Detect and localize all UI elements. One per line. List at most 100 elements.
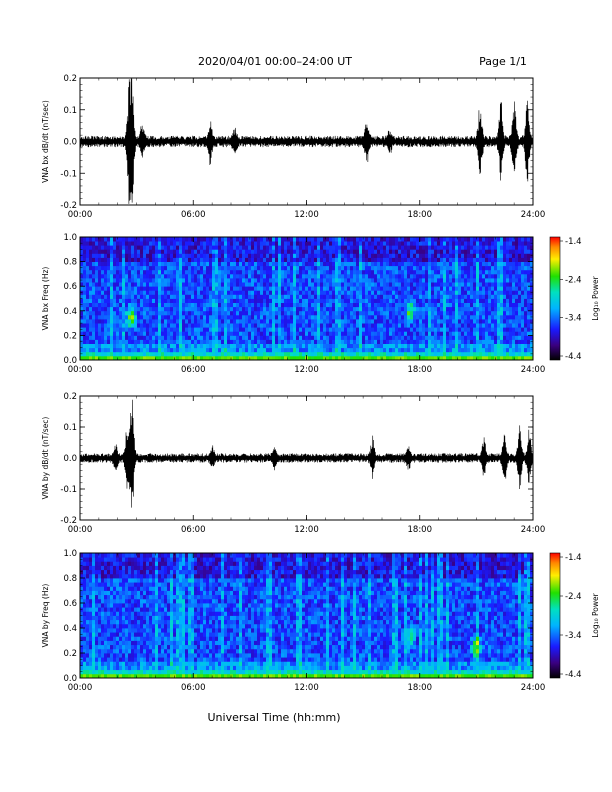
spectrogram-cell bbox=[128, 302, 132, 308]
spectrogram-cell bbox=[503, 319, 507, 324]
spectrogram-cell bbox=[203, 298, 207, 303]
spectrogram-cell bbox=[434, 261, 438, 267]
spectrogram-cell bbox=[440, 331, 444, 336]
spectrogram-cell bbox=[383, 347, 387, 353]
spectrogram-cell bbox=[110, 327, 114, 332]
spectrogram-cell bbox=[86, 286, 90, 291]
spectrogram-cell bbox=[440, 261, 444, 267]
spectrogram-cell bbox=[89, 294, 93, 299]
spectrogram-cell bbox=[182, 339, 186, 344]
spectrogram-cell bbox=[317, 319, 321, 324]
spectrogram-cell bbox=[527, 269, 531, 275]
spectrogram-cell bbox=[92, 282, 96, 287]
spectrogram-cell bbox=[128, 331, 132, 336]
spectrogram-cell bbox=[485, 298, 489, 303]
spectrogram-cell bbox=[254, 323, 258, 328]
spectrogram-cell bbox=[401, 339, 405, 344]
spectrogram-cell bbox=[395, 286, 399, 291]
spectrogram-cell bbox=[320, 257, 324, 262]
spectrogram-cell bbox=[374, 282, 378, 287]
spectrogram-cell bbox=[230, 327, 234, 332]
spectrogram-cell bbox=[380, 245, 384, 250]
spectrogram-cell bbox=[332, 306, 336, 312]
x-tick-label: 12:00 bbox=[294, 525, 319, 535]
spectrogram-cell bbox=[320, 237, 324, 242]
spectrogram-cell bbox=[413, 339, 417, 344]
spectrogram-cell bbox=[488, 286, 492, 291]
spectrogram-cell bbox=[329, 269, 333, 275]
spectrogram-cell bbox=[404, 319, 408, 324]
spectrogram-cell bbox=[140, 343, 144, 349]
spectrogram-cell bbox=[482, 269, 486, 275]
spectrogram-cell bbox=[215, 261, 219, 267]
spectrogram-cell bbox=[215, 265, 219, 271]
spectrogram-cell bbox=[269, 339, 273, 344]
spectrogram-cell bbox=[494, 319, 498, 324]
spectrogram-cell bbox=[227, 335, 231, 340]
spectrogram-cell bbox=[437, 261, 441, 267]
spectrogram-cell bbox=[440, 265, 444, 271]
spectrogram-cell bbox=[269, 282, 273, 287]
spectrogram-cell bbox=[125, 319, 129, 324]
spectrogram-cell bbox=[515, 282, 519, 287]
spectrogram-cell bbox=[107, 282, 111, 287]
spectrogram-cell bbox=[359, 323, 363, 328]
spectrogram-cell bbox=[449, 298, 453, 303]
spectrogram-cell bbox=[437, 327, 441, 332]
spectrogram-cell bbox=[263, 314, 267, 320]
spectrogram-cell bbox=[131, 241, 135, 246]
spectrogram-cell bbox=[224, 265, 228, 271]
spectrogram-cell bbox=[191, 327, 195, 332]
spectrogram-cell bbox=[143, 298, 147, 303]
spectrogram-cell bbox=[86, 644, 90, 650]
spectrogram-cell bbox=[113, 319, 117, 324]
spectrogram-cell bbox=[95, 319, 99, 324]
spectrogram-cell bbox=[173, 347, 177, 353]
spectrogram-cell bbox=[236, 347, 240, 353]
spectrogram-cell bbox=[461, 237, 465, 242]
spectrogram-cell bbox=[194, 343, 198, 349]
spectrogram-cell bbox=[164, 347, 168, 353]
spectrogram-cell bbox=[350, 335, 354, 340]
spectrogram-cell bbox=[485, 249, 489, 254]
spectrogram-cell bbox=[80, 245, 84, 250]
spectrogram-cell bbox=[335, 249, 339, 254]
spectrogram-cell bbox=[431, 323, 435, 328]
spectrogram-cell bbox=[335, 319, 339, 324]
spectrogram-cell bbox=[299, 241, 303, 246]
spectrogram-cell bbox=[185, 273, 189, 279]
spectrogram-cell bbox=[182, 327, 186, 332]
spectrogram-cell bbox=[497, 319, 501, 324]
x-tick-label: 18:00 bbox=[408, 365, 433, 375]
spectrogram-cell bbox=[104, 310, 108, 316]
spectrogram-cell bbox=[377, 331, 381, 336]
spectrogram-cell bbox=[518, 323, 522, 328]
spectrogram-cell bbox=[128, 343, 132, 349]
spectrogram-cell bbox=[278, 335, 282, 340]
spectrogram-cell bbox=[302, 253, 306, 258]
spectrogram-cell bbox=[272, 347, 276, 353]
spectrogram-cell bbox=[386, 249, 390, 254]
spectrogram-cell bbox=[308, 273, 312, 279]
spectrogram-cell bbox=[335, 298, 339, 303]
spectrogram-cell bbox=[395, 331, 399, 336]
spectrogram-cell bbox=[395, 355, 399, 361]
spectrogram-cell bbox=[233, 351, 237, 357]
spectrogram-cell bbox=[416, 237, 420, 242]
spectrogram-cell bbox=[419, 249, 423, 254]
spectrogram-cell bbox=[119, 302, 123, 308]
spectrogram-cell bbox=[188, 302, 192, 308]
spectrogram-cell bbox=[404, 331, 408, 336]
spectrogram-cell bbox=[209, 355, 213, 361]
spectrogram-cell bbox=[170, 310, 174, 316]
spectrogram-cell bbox=[356, 249, 360, 254]
spectrogram-cell bbox=[392, 310, 396, 316]
spectrogram-cell bbox=[407, 298, 411, 303]
spectrogram-cell bbox=[398, 294, 402, 299]
spectrogram-cell bbox=[518, 347, 522, 353]
spectrogram-cell bbox=[152, 335, 156, 340]
spectrogram-cell bbox=[305, 261, 309, 267]
spectrogram-cell bbox=[230, 261, 234, 267]
spectrogram-cell bbox=[437, 278, 441, 283]
spectrogram-cell bbox=[491, 249, 495, 254]
